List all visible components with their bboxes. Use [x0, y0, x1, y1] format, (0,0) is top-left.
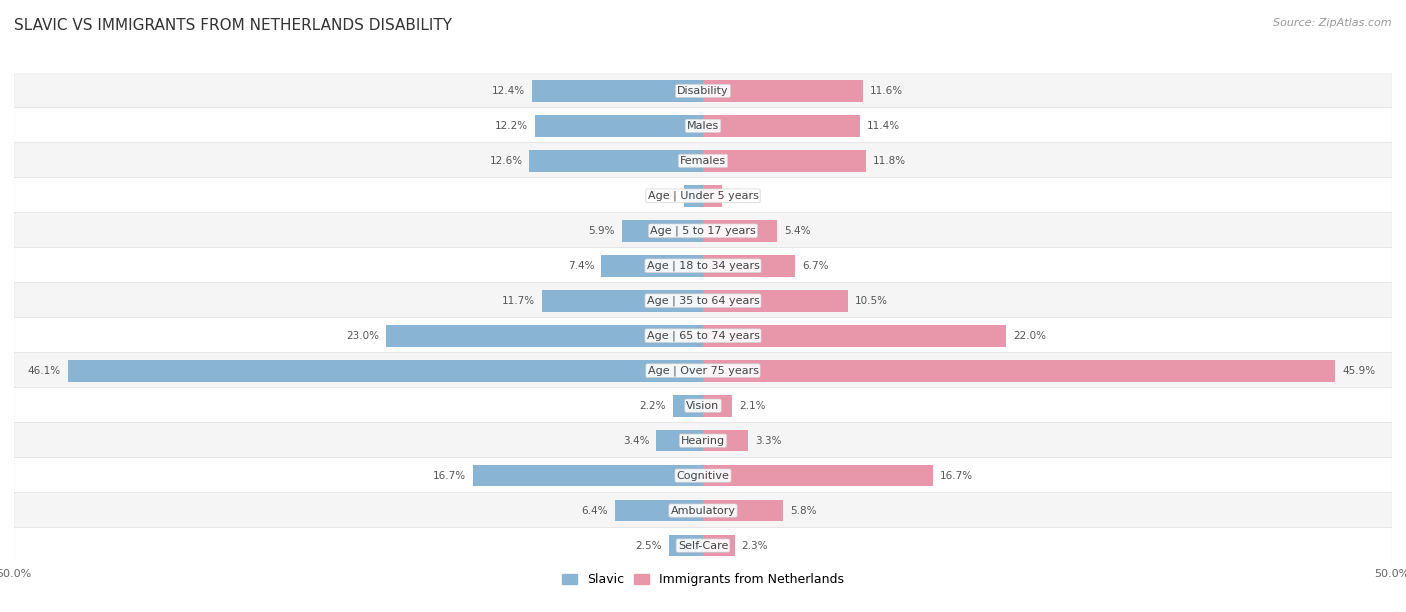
Text: 11.4%: 11.4% [868, 121, 900, 131]
Text: 5.9%: 5.9% [588, 226, 614, 236]
Text: Vision: Vision [686, 401, 720, 411]
FancyBboxPatch shape [14, 177, 1392, 214]
Text: 7.4%: 7.4% [568, 261, 595, 271]
FancyBboxPatch shape [14, 353, 1392, 389]
Bar [621, 220, 703, 242]
Text: 11.7%: 11.7% [502, 296, 534, 306]
Bar [703, 465, 934, 487]
Text: 3.3%: 3.3% [755, 436, 782, 446]
Text: 2.5%: 2.5% [636, 540, 662, 551]
Text: Ambulatory: Ambulatory [671, 506, 735, 515]
Text: 6.4%: 6.4% [582, 506, 607, 515]
Text: Age | 35 to 64 years: Age | 35 to 64 years [647, 296, 759, 306]
Text: 1.4%: 1.4% [730, 191, 755, 201]
Text: Age | 65 to 74 years: Age | 65 to 74 years [647, 330, 759, 341]
Text: 2.3%: 2.3% [741, 540, 768, 551]
FancyBboxPatch shape [14, 422, 1392, 459]
Bar [472, 465, 703, 487]
Bar [530, 150, 703, 172]
Bar [703, 290, 848, 312]
Bar [703, 220, 778, 242]
Bar [683, 185, 703, 207]
FancyBboxPatch shape [14, 528, 1392, 564]
FancyBboxPatch shape [14, 457, 1392, 494]
Bar [672, 395, 703, 417]
Bar [669, 535, 703, 556]
FancyBboxPatch shape [14, 143, 1392, 179]
Bar [703, 500, 783, 521]
Text: 12.2%: 12.2% [495, 121, 529, 131]
Text: Age | 18 to 34 years: Age | 18 to 34 years [647, 261, 759, 271]
Bar [703, 430, 748, 452]
Bar [703, 325, 1007, 346]
Bar [534, 115, 703, 136]
Text: 1.4%: 1.4% [651, 191, 676, 201]
Text: 23.0%: 23.0% [346, 330, 380, 341]
FancyBboxPatch shape [14, 212, 1392, 249]
Text: 45.9%: 45.9% [1343, 366, 1375, 376]
Text: Age | Over 75 years: Age | Over 75 years [648, 365, 758, 376]
Text: 3.4%: 3.4% [623, 436, 650, 446]
Text: 46.1%: 46.1% [28, 366, 60, 376]
Bar [387, 325, 703, 346]
FancyBboxPatch shape [14, 493, 1392, 529]
Bar [703, 80, 863, 102]
Text: SLAVIC VS IMMIGRANTS FROM NETHERLANDS DISABILITY: SLAVIC VS IMMIGRANTS FROM NETHERLANDS DI… [14, 18, 453, 34]
Bar [614, 500, 703, 521]
Text: 5.8%: 5.8% [790, 506, 817, 515]
Text: 10.5%: 10.5% [855, 296, 887, 306]
Text: Males: Males [688, 121, 718, 131]
Bar [657, 430, 703, 452]
Bar [703, 185, 723, 207]
Bar [703, 360, 1336, 381]
FancyBboxPatch shape [14, 248, 1392, 284]
Text: Cognitive: Cognitive [676, 471, 730, 480]
FancyBboxPatch shape [14, 318, 1392, 354]
Text: 16.7%: 16.7% [433, 471, 465, 480]
Text: 5.4%: 5.4% [785, 226, 811, 236]
FancyBboxPatch shape [14, 108, 1392, 144]
Text: Self-Care: Self-Care [678, 540, 728, 551]
FancyBboxPatch shape [14, 283, 1392, 319]
Bar [703, 395, 733, 417]
Text: Age | Under 5 years: Age | Under 5 years [648, 190, 758, 201]
Text: 16.7%: 16.7% [941, 471, 973, 480]
Text: Source: ZipAtlas.com: Source: ZipAtlas.com [1274, 18, 1392, 28]
Text: 6.7%: 6.7% [803, 261, 828, 271]
Text: 22.0%: 22.0% [1012, 330, 1046, 341]
Bar [703, 535, 735, 556]
Text: 11.6%: 11.6% [870, 86, 903, 96]
Bar [541, 290, 703, 312]
Bar [600, 255, 703, 277]
FancyBboxPatch shape [14, 387, 1392, 424]
Bar [531, 80, 703, 102]
Bar [703, 255, 796, 277]
Text: 12.4%: 12.4% [492, 86, 526, 96]
FancyBboxPatch shape [14, 73, 1392, 109]
Legend: Slavic, Immigrants from Netherlands: Slavic, Immigrants from Netherlands [557, 568, 849, 591]
Text: Age | 5 to 17 years: Age | 5 to 17 years [650, 226, 756, 236]
Bar [67, 360, 703, 381]
Text: 12.6%: 12.6% [489, 156, 523, 166]
Text: 11.8%: 11.8% [873, 156, 905, 166]
Text: 2.2%: 2.2% [640, 401, 666, 411]
Bar [703, 115, 860, 136]
Text: Females: Females [681, 156, 725, 166]
Text: Disability: Disability [678, 86, 728, 96]
Text: Hearing: Hearing [681, 436, 725, 446]
Text: 2.1%: 2.1% [738, 401, 765, 411]
Bar [703, 150, 866, 172]
